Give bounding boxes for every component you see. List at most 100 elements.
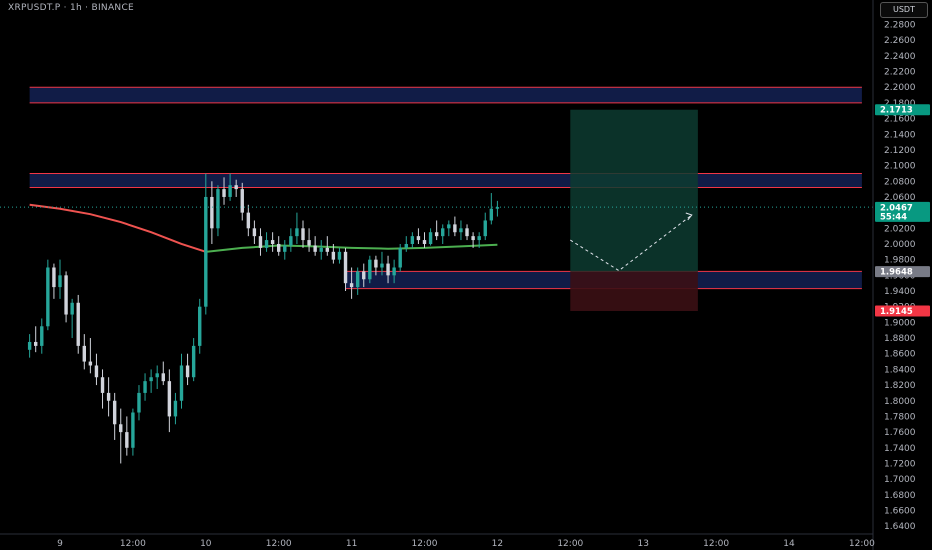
time-tick-label: 14: [783, 539, 795, 549]
candle-body: [337, 251, 342, 260]
price-tick-label: 2.0600: [884, 193, 916, 203]
candle-body: [416, 236, 421, 241]
time-tick-label: 12:00: [412, 539, 438, 549]
time-tick-label: 13: [637, 539, 648, 549]
supply-demand-zones: [29, 86, 862, 290]
candle-body: [404, 243, 408, 248]
price-tick-label: 1.6800: [884, 491, 916, 501]
stop-area: [570, 271, 698, 312]
candle-body: [191, 345, 196, 378]
candle-body: [368, 259, 372, 280]
candle-body: [143, 381, 147, 393]
time-tick-label: 12:00: [703, 539, 729, 549]
candle-body: [210, 196, 214, 229]
candle-body: [155, 373, 159, 378]
candle-body: [228, 185, 232, 197]
candle-body: [289, 236, 293, 246]
price-tick-label: 1.7400: [884, 444, 916, 454]
candle-body: [216, 189, 220, 229]
symbol-title[interactable]: XRPUSDT.P · 1h · BINANCE: [8, 3, 135, 13]
candle-body: [52, 267, 56, 288]
price-tick-label: 2.2200: [884, 68, 916, 78]
price-tick-label: 2.1000: [884, 162, 916, 172]
price-tick-label: 1.6400: [884, 522, 916, 532]
candle-body: [283, 245, 287, 252]
candle-body: [100, 377, 105, 393]
candlestick-series: [0, 173, 873, 464]
candle-body: [173, 400, 178, 417]
candle-body: [149, 377, 153, 382]
candle-body: [161, 373, 165, 382]
price-tick-label: 1.8000: [884, 397, 916, 407]
time-tick-label: 11: [346, 539, 357, 549]
candle-body: [258, 236, 263, 248]
candle-body: [94, 365, 99, 378]
candle-body: [471, 236, 475, 241]
quote-currency-badge[interactable]: USDT: [880, 2, 928, 18]
candle-body: [88, 361, 93, 366]
price-axis: 1.6400 1.6600 1.6800 1.7000 1.7200 1.7400 1.76…: [884, 5, 916, 532]
candle-body: [264, 240, 269, 248]
candle-body: [489, 208, 494, 221]
candle-body: [137, 392, 141, 413]
long-position-tool: [570, 109, 698, 312]
price-tick-label: 2.2800: [884, 21, 916, 31]
ma-segment-green: [205, 243, 498, 253]
price-tick-label: 1.7000: [884, 475, 916, 485]
candle-body: [125, 432, 129, 448]
candle-body: [246, 212, 251, 229]
price-tick-label: 1.8800: [884, 334, 916, 344]
candle-body: [76, 302, 80, 346]
target-area: [570, 109, 698, 272]
candle-body: [82, 345, 86, 362]
candle-body: [325, 247, 329, 252]
ma-segment-red: [29, 203, 207, 253]
candle-body: [441, 228, 445, 237]
candle-body: [374, 259, 378, 268]
candle-body: [362, 271, 366, 280]
price-tag-bg: [875, 104, 930, 116]
candle-body: [106, 392, 111, 401]
candle-body: [70, 302, 74, 315]
price-tick-label: 1.9400: [884, 287, 916, 297]
candle-body: [234, 185, 238, 190]
price-tick-label: 2.1600: [884, 115, 916, 125]
price-tick-label: 2.0000: [884, 240, 916, 250]
candle-body: [64, 275, 68, 315]
price-tick-label: 2.0200: [884, 224, 916, 234]
time-tick-label: 12:00: [849, 539, 875, 549]
price-tick-label: 2.0800: [884, 177, 916, 187]
candle-body: [131, 412, 135, 448]
candle-body: [40, 326, 44, 346]
candle-body: [27, 341, 32, 350]
price-tag-bg: [875, 266, 930, 278]
candle-body: [331, 251, 336, 260]
candle-body: [428, 232, 433, 244]
candle-body: [240, 189, 244, 213]
time-tick-label: 12:00: [266, 539, 292, 549]
candle-body: [295, 228, 299, 237]
price-tag-value: 1.9145: [880, 307, 913, 317]
price-tick-label: 1.8200: [884, 381, 916, 391]
price-tick-label: 2.1200: [884, 146, 916, 156]
moving-average-line: [29, 203, 498, 253]
price-tick-label: 1.8400: [884, 365, 916, 375]
price-tick-label: 1.7600: [884, 428, 916, 438]
candle-body: [34, 341, 38, 346]
price-tag-bg: [875, 305, 930, 317]
time-axis: 9 12:00 10 12:00 11 12:00 12 12:00 13 12:00 14 12:0…: [57, 539, 875, 549]
price-tag-countdown: 55:44: [880, 212, 907, 222]
candle-body: [119, 424, 123, 433]
price-tick-label: 2.2000: [884, 83, 916, 93]
price-tick-label: 2.2400: [884, 52, 916, 62]
time-tick-label: 12: [492, 539, 503, 549]
candle-body: [112, 400, 117, 425]
candle-body: [434, 232, 439, 237]
candle-body: [301, 228, 305, 241]
candle-body: [477, 236, 481, 241]
candle-body: [349, 283, 354, 288]
candle-body: [459, 228, 463, 233]
price-tick-label: 2.1800: [884, 99, 916, 109]
candle-body: [252, 228, 257, 237]
